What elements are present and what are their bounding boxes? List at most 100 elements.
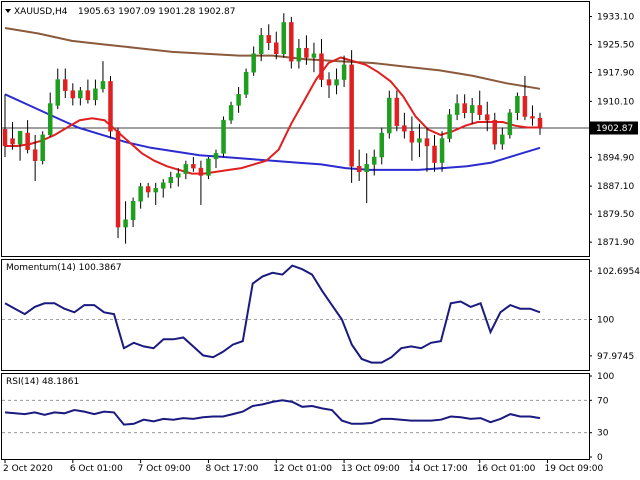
candle xyxy=(356,149,362,181)
candle xyxy=(130,197,136,228)
candle xyxy=(364,153,369,204)
candle-body xyxy=(130,201,136,220)
candle xyxy=(100,61,106,93)
current-price-tag: 1902.87 xyxy=(590,121,638,135)
candle-body xyxy=(326,79,332,86)
candle xyxy=(17,130,23,161)
candle-body xyxy=(55,79,60,106)
candle-body xyxy=(319,53,324,80)
candle xyxy=(522,75,528,121)
x-tick-label: 7 Oct 09:00 xyxy=(138,464,191,474)
candle-body xyxy=(228,105,234,121)
candle xyxy=(462,94,467,119)
candle-body xyxy=(221,119,226,154)
candle xyxy=(40,131,45,165)
candle-body xyxy=(296,47,302,62)
candle-body xyxy=(364,164,369,173)
rsi-tick-label: 0 xyxy=(597,453,603,463)
candle-body xyxy=(447,114,452,139)
candle xyxy=(319,39,324,87)
candle-body xyxy=(108,81,113,132)
candle-body xyxy=(304,47,309,58)
price-tick-label: 1879.50 xyxy=(597,210,634,220)
rsi-tick-label: 100 xyxy=(597,372,614,382)
candle-body xyxy=(281,22,287,55)
candle xyxy=(424,127,430,172)
candle-body xyxy=(78,90,83,99)
rsi-title: RSI(14) 48.1861 xyxy=(6,377,79,387)
candle-body xyxy=(500,134,505,145)
candle-body xyxy=(311,53,317,58)
candle xyxy=(206,157,211,180)
candle-body xyxy=(206,158,211,176)
candle xyxy=(236,86,241,113)
rsi-panel-frame xyxy=(1,373,590,460)
price-panel-title: XAUUSD,H4 1905.63 1907.09 1901.28 1902.8… xyxy=(5,7,235,17)
candle xyxy=(394,90,400,132)
triangle-down-icon xyxy=(5,9,11,13)
rsi-line xyxy=(4,399,541,426)
candle-body xyxy=(341,64,347,80)
candle xyxy=(85,79,91,104)
candle xyxy=(402,112,407,139)
candle-body xyxy=(123,219,128,228)
candle xyxy=(454,94,460,121)
candle-body xyxy=(2,129,8,147)
candle xyxy=(78,86,83,106)
candle xyxy=(183,160,189,180)
candle-body xyxy=(25,132,30,150)
candle xyxy=(530,105,535,126)
candle xyxy=(191,157,196,172)
price-tick-label: 1933.10 xyxy=(597,13,634,23)
candle xyxy=(251,46,256,76)
candle-body xyxy=(40,134,45,161)
candle-body xyxy=(274,42,279,55)
candle xyxy=(439,131,445,172)
candle xyxy=(289,16,294,69)
candle xyxy=(379,127,385,165)
candle xyxy=(281,13,287,58)
ma-slow-line xyxy=(4,27,541,90)
price-tick-label: 1871.90 xyxy=(597,238,634,248)
symbol-label: XAUUSD,H4 xyxy=(14,7,68,17)
candle xyxy=(258,27,264,62)
candle-body xyxy=(454,103,460,115)
candle xyxy=(274,31,279,60)
candle-body xyxy=(394,97,400,126)
candle xyxy=(492,112,498,150)
momentum-line xyxy=(4,264,541,364)
candle-body xyxy=(183,164,189,174)
candle xyxy=(515,92,520,121)
momentum-tick-label: 102.6954 xyxy=(597,267,640,277)
candle-body xyxy=(266,35,271,43)
candle xyxy=(334,68,339,95)
candle-body xyxy=(402,125,407,132)
candle-body xyxy=(70,90,76,99)
candle xyxy=(198,160,204,205)
ma-fast-line xyxy=(5,56,540,175)
candle xyxy=(507,109,513,139)
candle xyxy=(221,116,226,158)
candle xyxy=(168,171,174,189)
rsi-tick-label: 70 xyxy=(597,396,609,406)
x-tick-label: 13 Oct 09:00 xyxy=(341,464,400,474)
candle xyxy=(115,127,121,239)
candle xyxy=(447,109,452,143)
candle-body xyxy=(243,71,249,95)
candle xyxy=(93,79,98,106)
candle-body xyxy=(356,165,362,173)
candle-body xyxy=(138,186,143,202)
candle-body xyxy=(349,64,354,167)
price-tick-label: 1887.10 xyxy=(597,182,634,192)
price-tick-label: 1917.90 xyxy=(597,69,634,79)
candle xyxy=(138,182,143,209)
ma-mid-line xyxy=(4,93,541,171)
candle-body xyxy=(115,130,121,228)
candle xyxy=(47,92,53,137)
x-tick-label: 12 Oct 01:00 xyxy=(273,464,332,474)
momentum-title: Momentum(14) 100.3867 xyxy=(6,263,122,273)
candle-body xyxy=(168,177,174,184)
candle-body xyxy=(100,81,106,90)
candle xyxy=(371,149,377,176)
